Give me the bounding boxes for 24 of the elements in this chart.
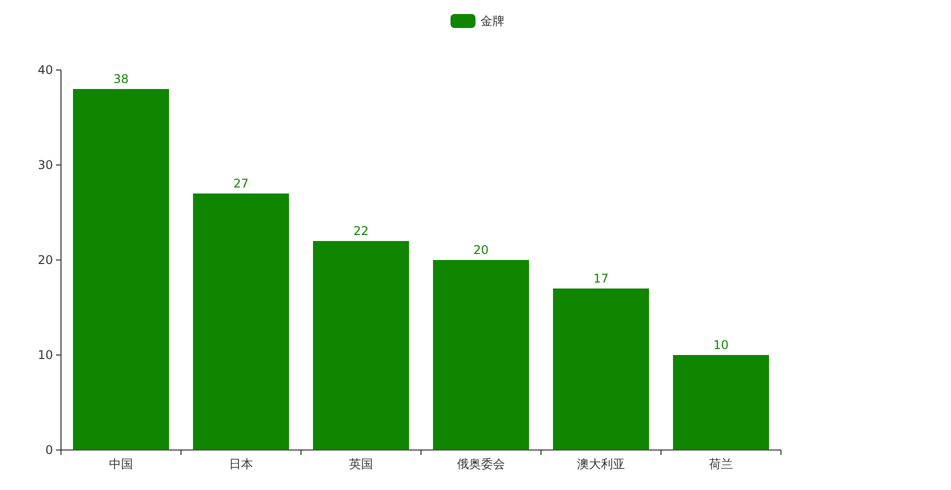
x-tick-label: 日本 (229, 457, 253, 471)
x-tick-label: 澳大利亚 (577, 457, 625, 471)
data-label: 17 (593, 272, 609, 286)
data-label: 38 (113, 72, 129, 86)
x-tick-label: 俄奥委会 (457, 457, 505, 471)
data-label: 27 (233, 176, 249, 190)
data-label: 20 (473, 243, 489, 257)
y-tick-label: 20 (38, 253, 53, 267)
bar (673, 355, 769, 450)
bar (553, 288, 649, 450)
data-label: 22 (353, 224, 369, 238)
bar (433, 260, 529, 450)
bar (313, 241, 409, 450)
bar (193, 194, 289, 450)
x-tick-label: 中国 (109, 457, 133, 471)
legend-label: 金牌 (480, 14, 504, 28)
y-tick-label: 30 (38, 158, 53, 172)
x-tick-label: 英国 (349, 457, 373, 471)
data-label: 10 (713, 338, 729, 352)
y-tick-label: 10 (38, 348, 53, 362)
x-tick-label: 荷兰 (709, 457, 733, 471)
bar (73, 89, 169, 450)
y-tick-label: 40 (38, 63, 53, 77)
y-tick-label: 0 (45, 443, 53, 457)
